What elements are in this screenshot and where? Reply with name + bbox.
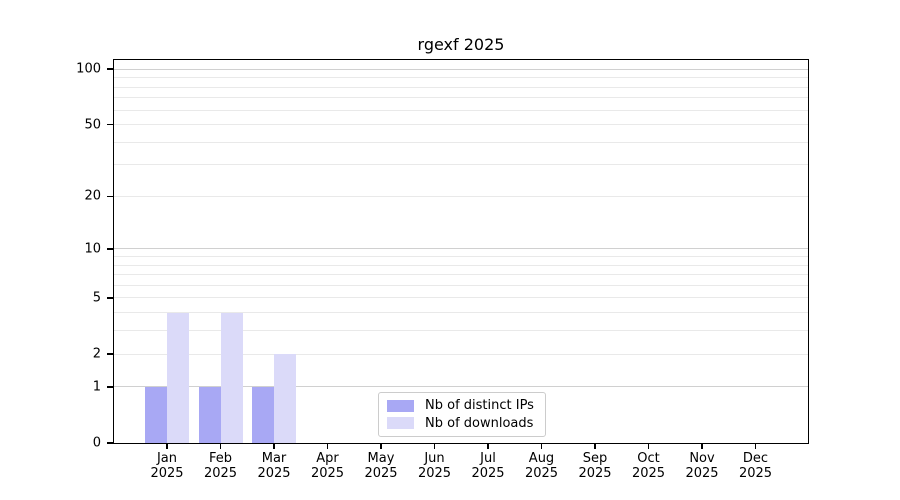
gridline-major xyxy=(114,386,808,388)
x-tick xyxy=(701,443,703,449)
gridline-minor xyxy=(114,284,808,286)
x-tick-label: Sep 2025 xyxy=(578,451,612,481)
gridline-minor xyxy=(114,297,808,299)
gridline-major xyxy=(114,248,808,250)
x-tick-label: Jun 2025 xyxy=(417,451,452,481)
x-tick-label: Feb 2025 xyxy=(203,451,238,481)
y-tick xyxy=(107,386,113,388)
x-tick xyxy=(380,443,382,449)
gridline-minor xyxy=(114,353,808,355)
y-tick xyxy=(107,297,113,299)
legend-swatch-downloads xyxy=(387,417,414,430)
bar-distinct-ips-feb xyxy=(198,386,221,443)
bar-downloads-mar xyxy=(274,354,296,443)
gridline-minor xyxy=(114,195,808,197)
legend-label-distinct-ips: Nb of distinct IPs xyxy=(425,398,534,414)
plot-area xyxy=(107,59,809,449)
x-tick xyxy=(487,443,489,449)
gridline-minor xyxy=(114,264,808,266)
gridline-minor xyxy=(114,274,808,276)
gridline-minor xyxy=(114,330,808,332)
legend-row-downloads: Nb of downloads xyxy=(387,416,537,431)
bar-downloads-jan xyxy=(167,312,189,443)
gridline-minor xyxy=(114,86,808,88)
y-tick-label: 2 xyxy=(92,346,101,362)
x-tick-label: Jan 2025 xyxy=(150,451,184,481)
gridline-minor xyxy=(114,109,808,111)
y-tick-label: 100 xyxy=(76,61,101,77)
x-tick-label: Aug 2025 xyxy=(524,451,559,481)
y-tick xyxy=(107,195,113,198)
legend-swatch-distinct-ips xyxy=(387,399,414,412)
x-tick xyxy=(540,443,543,449)
gridline-minor xyxy=(114,256,808,257)
gridline-minor xyxy=(114,164,808,166)
x-tick xyxy=(754,443,757,449)
legend: Nb of distinct IPs Nb of downloads xyxy=(378,392,546,437)
gridline-minor xyxy=(114,312,808,314)
gridline-major xyxy=(114,68,808,70)
x-tick xyxy=(433,443,436,449)
y-tick-label: 1 xyxy=(92,379,101,395)
gridline-minor xyxy=(114,97,808,99)
gridline-minor xyxy=(114,77,808,79)
x-tick xyxy=(219,443,222,449)
y-tick-label: 0 xyxy=(92,435,101,451)
x-tick xyxy=(594,443,596,449)
legend-row-distinct-ips: Nb of distinct IPs xyxy=(387,398,537,413)
y-tick-label: 20 xyxy=(84,188,101,204)
gridline-minor xyxy=(114,141,808,143)
x-tick-label: Dec 2025 xyxy=(738,451,773,481)
x-tick xyxy=(326,443,329,449)
x-tick-label: Mar 2025 xyxy=(257,451,291,481)
chart-title: rgexf 2025 xyxy=(417,35,505,54)
bar-distinct-ips-jan xyxy=(145,386,167,443)
bar-distinct-ips-mar xyxy=(252,386,274,443)
gridline-minor xyxy=(114,124,808,126)
legend-label-downloads: Nb of downloads xyxy=(425,415,534,431)
x-tick-label: Oct 2025 xyxy=(631,451,666,481)
x-tick-label: Apr 2025 xyxy=(310,451,345,481)
x-tick xyxy=(273,443,275,449)
y-tick xyxy=(107,123,113,126)
y-tick xyxy=(107,248,113,250)
x-tick xyxy=(647,443,650,449)
y-tick xyxy=(107,442,113,444)
x-tick-label: Nov 2025 xyxy=(685,451,719,481)
y-tick xyxy=(107,353,113,355)
y-tick-label: 5 xyxy=(92,290,101,306)
y-tick-label: 10 xyxy=(84,241,101,257)
y-tick-label: 50 xyxy=(84,117,101,133)
x-tick-label: May 2025 xyxy=(364,451,398,481)
x-tick xyxy=(166,443,168,449)
y-tick xyxy=(107,68,113,70)
x-tick-label: Jul 2025 xyxy=(471,451,505,481)
bar-downloads-feb xyxy=(220,312,243,443)
